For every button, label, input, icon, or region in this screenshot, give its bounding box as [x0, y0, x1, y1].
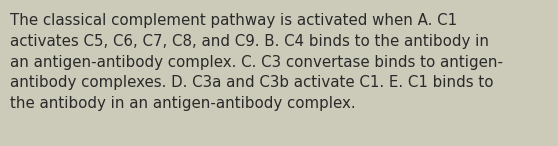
Text: The classical complement pathway is activated when A. C1
activates C5, C6, C7, C: The classical complement pathway is acti…	[10, 13, 503, 111]
